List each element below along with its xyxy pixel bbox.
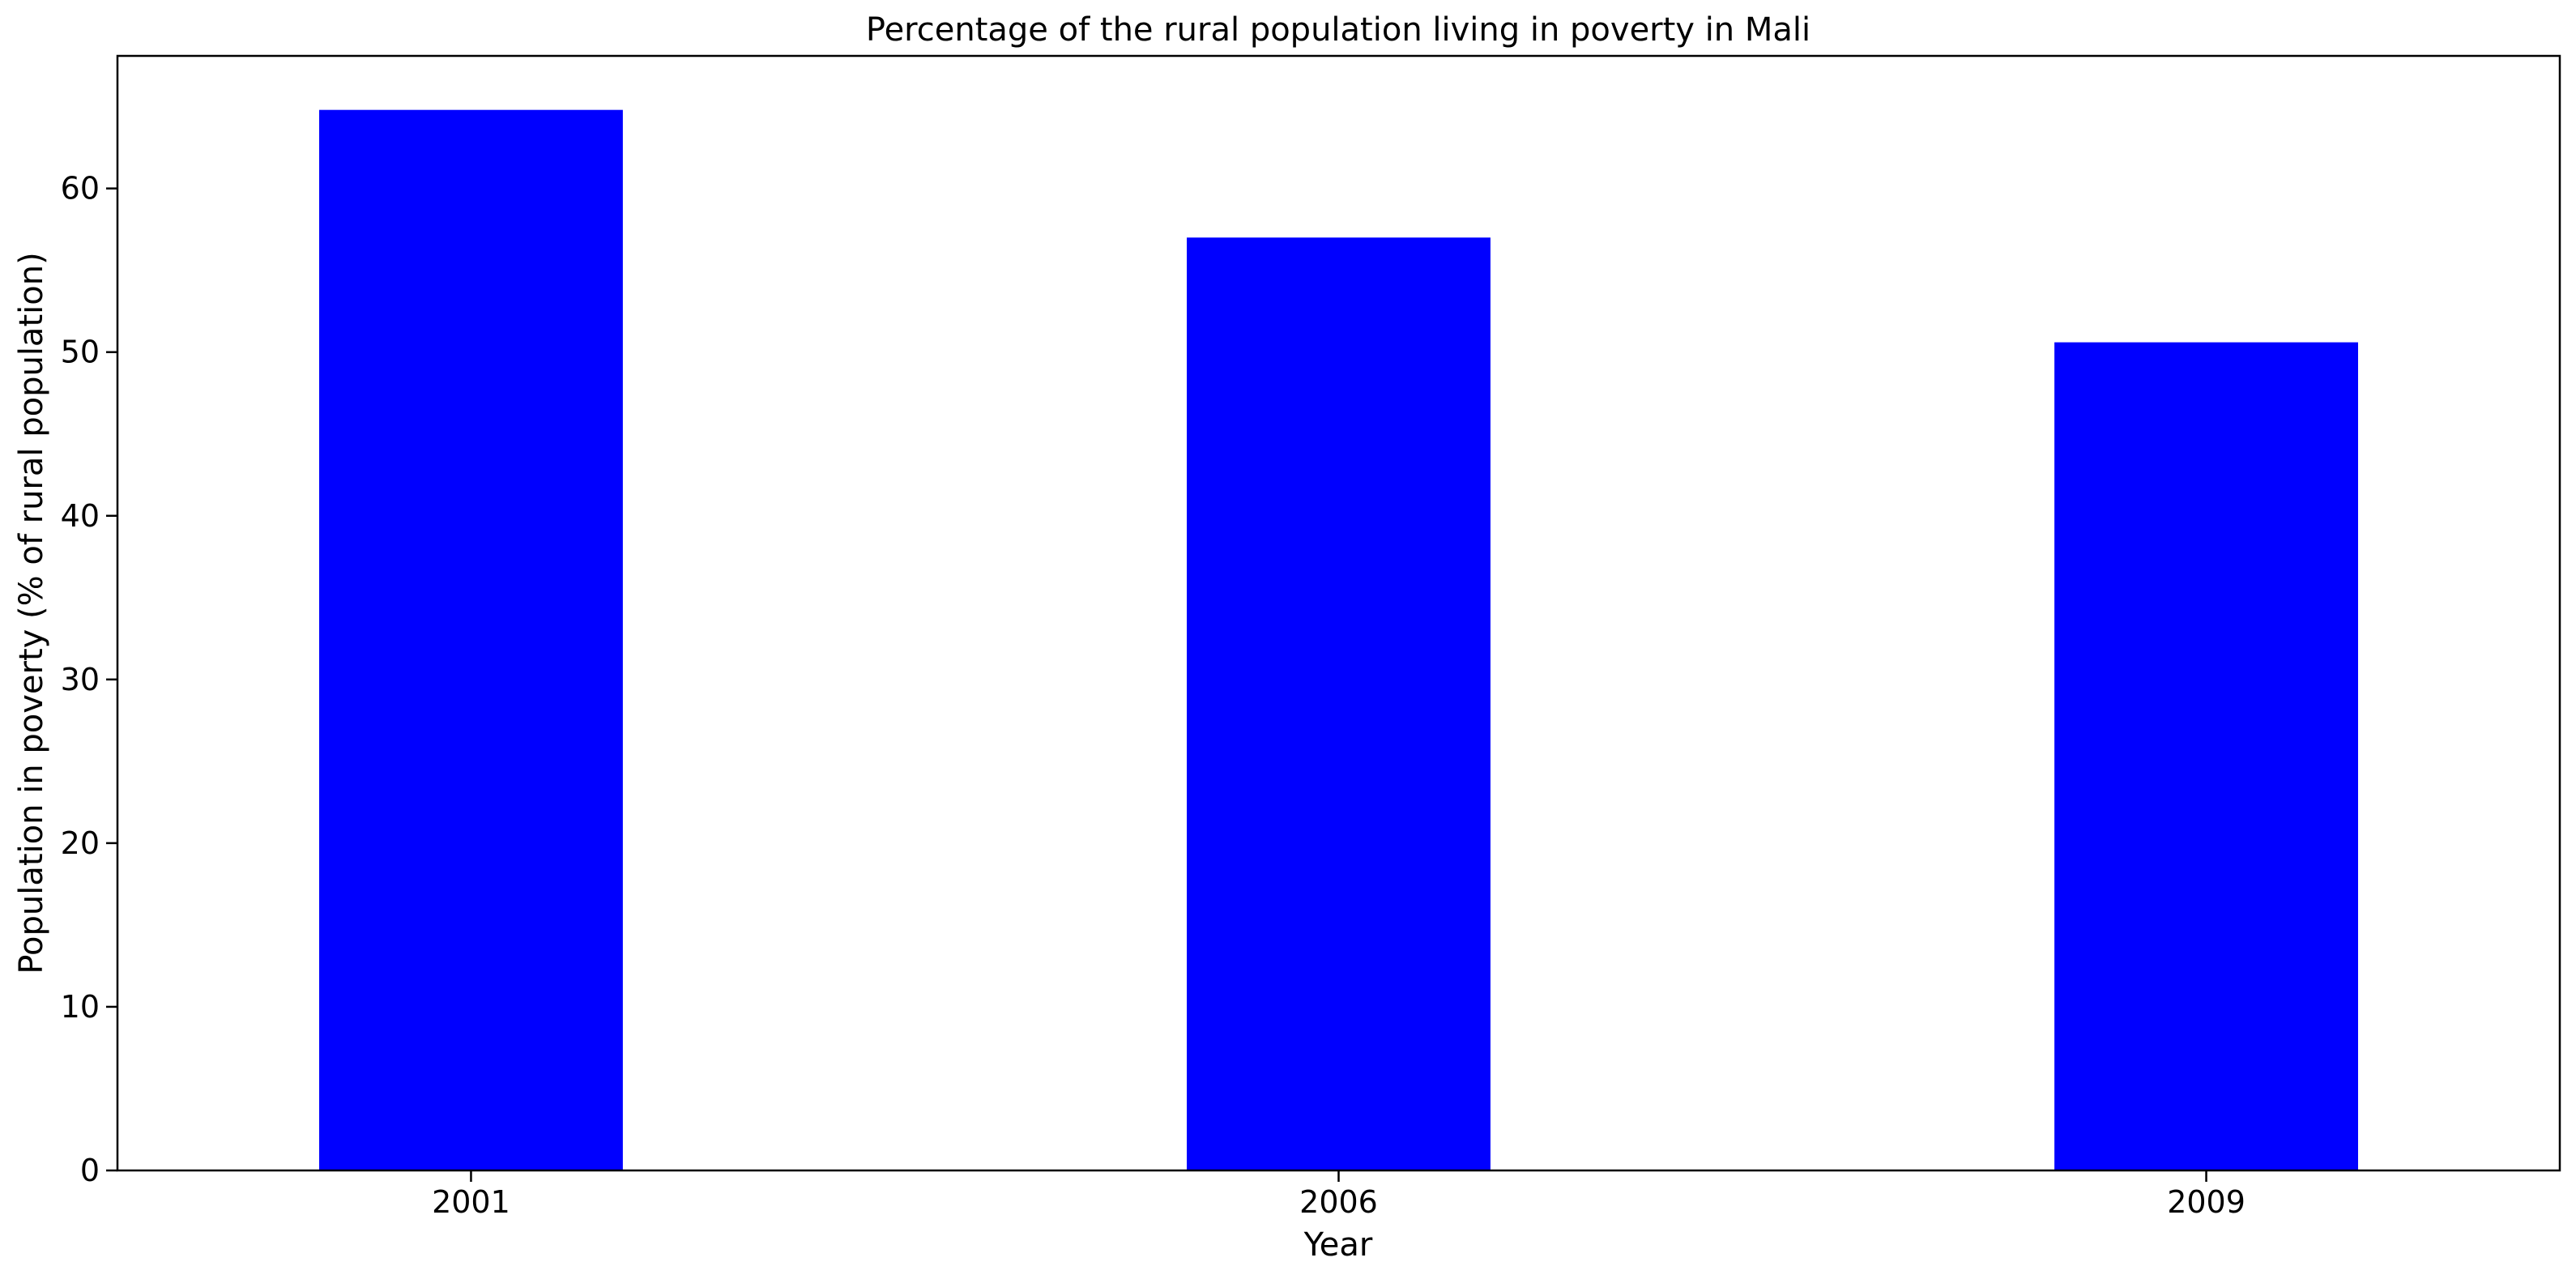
y-axis: 0 10 20 30 40 50 60	[61, 171, 117, 1188]
y-tick-label: 20	[61, 825, 100, 861]
y-tick-label: 50	[61, 335, 100, 370]
x-tick-label: 2001	[432, 1184, 510, 1220]
x-tick-label: 2006	[1299, 1184, 1378, 1220]
y-tick-label: 10	[61, 989, 100, 1025]
bar-2006	[1187, 237, 1491, 1170]
plot-area	[319, 109, 2358, 1170]
bar-2001	[319, 109, 623, 1170]
x-tick-label: 2009	[2167, 1184, 2245, 1220]
chart-title: Percentage of the rural population livin…	[866, 11, 1810, 49]
x-axis-label: Year	[1303, 1226, 1373, 1264]
y-tick-label: 40	[61, 498, 100, 534]
y-tick-label: 0	[80, 1153, 100, 1188]
y-axis-label: Population in poverty (% of rural popula…	[13, 252, 50, 974]
bar-2009	[2054, 342, 2358, 1170]
y-tick-label: 60	[61, 171, 100, 207]
y-tick-label: 30	[61, 662, 100, 697]
x-axis: 2001 2006 2009	[432, 1170, 2245, 1220]
